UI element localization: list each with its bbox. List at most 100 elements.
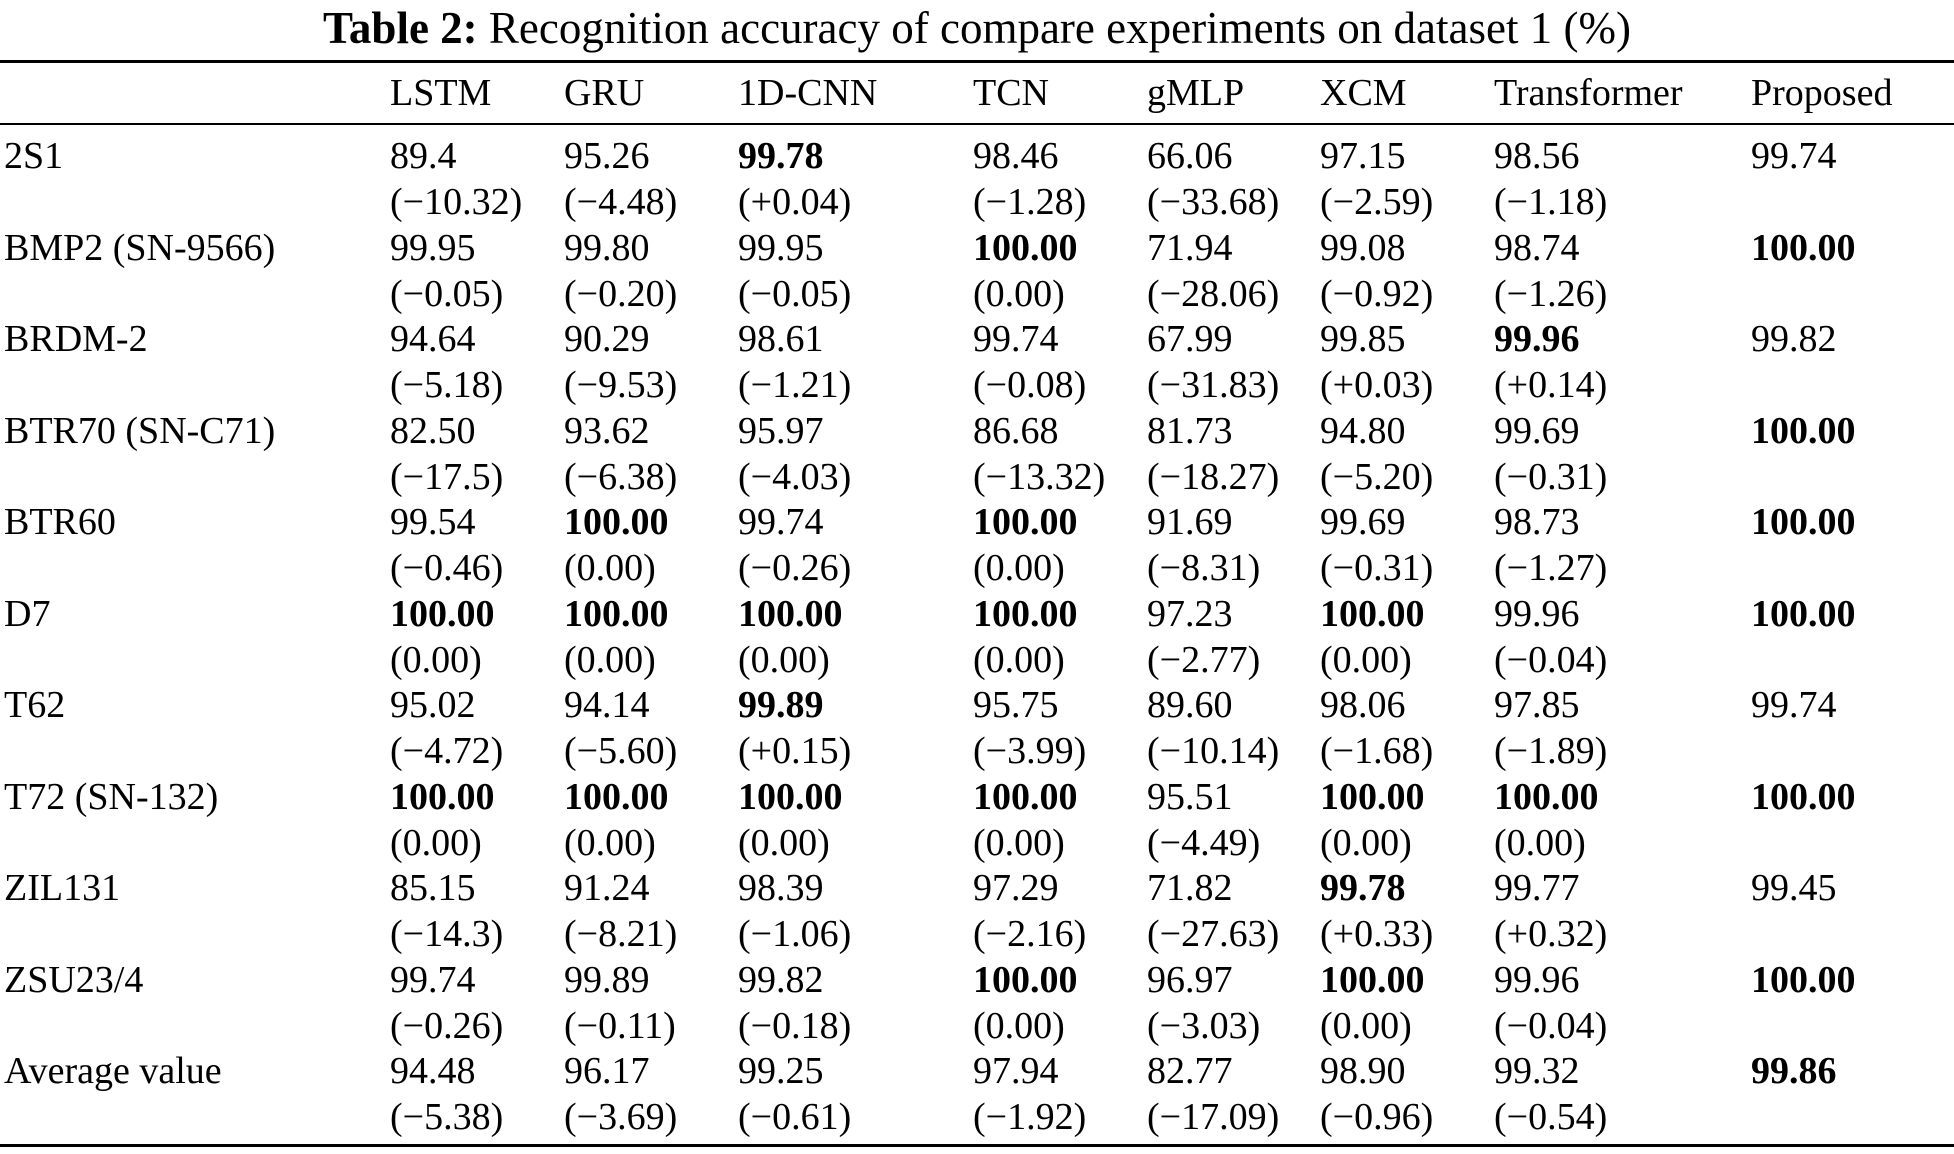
accuracy-value: 100.00: [973, 226, 1078, 269]
column-header: 1D-CNN: [738, 72, 878, 114]
accuracy-difference: (−2.16): [973, 913, 1087, 955]
accuracy-value: 99.74: [390, 958, 476, 1001]
accuracy-value: 99.08: [1320, 226, 1406, 269]
accuracy-value: 98.39: [738, 867, 824, 909]
caption-text: Recognition accuracy of compare experime…: [488, 3, 1631, 53]
accuracy-value: 98.73: [1494, 501, 1580, 543]
accuracy-value: 99.74: [1751, 684, 1837, 726]
accuracy-value: 95.26: [564, 135, 650, 177]
accuracy-value: 100.00: [738, 775, 843, 818]
accuracy-value: 98.56: [1494, 135, 1580, 177]
accuracy-value: 99.45: [1751, 867, 1837, 909]
accuracy-difference: (0.00): [390, 638, 482, 681]
accuracy-difference: (−0.05): [738, 272, 852, 315]
accuracy-value: 95.02: [390, 684, 476, 726]
accuracy-difference: (−5.38): [390, 1096, 504, 1138]
accuracy-value: 100.00: [973, 775, 1078, 818]
accuracy-value: 99.69: [1320, 501, 1406, 543]
accuracy-difference: (−3.03): [1147, 1004, 1261, 1047]
accuracy-difference: (−31.83): [1147, 364, 1280, 406]
accuracy-value: 98.06: [1320, 684, 1406, 726]
accuracy-value: 99.78: [1320, 867, 1406, 909]
accuracy-value: 99.96: [1494, 958, 1580, 1001]
accuracy-value: 100.00: [973, 958, 1078, 1001]
accuracy-difference: (−0.04): [1494, 1004, 1608, 1047]
accuracy-value: 99.82: [1751, 318, 1837, 360]
accuracy-value: 97.85: [1494, 684, 1580, 726]
accuracy-value: 100.00: [1320, 592, 1425, 635]
accuracy-value: 99.95: [738, 226, 824, 269]
row-label: T62: [4, 684, 66, 726]
accuracy-value: 100.00: [1751, 226, 1856, 269]
accuracy-value: 96.97: [1147, 958, 1233, 1001]
header-rule: [0, 123, 1954, 125]
accuracy-difference: (−5.20): [1320, 455, 1434, 498]
accuracy-difference: (−4.03): [738, 455, 852, 498]
accuracy-difference: (0.00): [564, 821, 656, 864]
accuracy-difference: (−2.59): [1320, 181, 1434, 223]
row-label: BRDM-2: [4, 318, 148, 360]
accuracy-value: 100.00: [564, 592, 669, 635]
accuracy-difference: (−1.21): [738, 364, 852, 406]
accuracy-difference: (−2.77): [1147, 638, 1261, 681]
table-row: D7 100.00 (0.00) 100.00 (0.00) 100.00 (0.00) 10…: [0, 592, 1954, 684]
accuracy-difference: (+0.32): [1494, 913, 1608, 955]
table-row: BRDM-2 94.64 (−5.18) 90.29 (−9.53) 98.61 (−1.2…: [0, 317, 1954, 409]
accuracy-difference: (−1.89): [1494, 730, 1608, 772]
accuracy-difference: (−10.14): [1147, 730, 1280, 772]
accuracy-difference: (−1.26): [1494, 272, 1608, 315]
table-row: T72 (SN-132) 100.00 (0.00) 100.00 (0.00) 100.…: [0, 775, 1954, 867]
accuracy-difference: (−9.53): [564, 364, 678, 406]
accuracy-value: 99.32: [1494, 1050, 1580, 1092]
accuracy-difference: (0.00): [973, 821, 1065, 864]
accuracy-value: 71.82: [1147, 867, 1233, 909]
accuracy-value: 99.89: [564, 958, 650, 1001]
accuracy-difference: (0.00): [564, 638, 656, 681]
column-header: TCN: [973, 72, 1049, 114]
accuracy-difference: (−8.21): [564, 913, 678, 955]
table-header-row: LSTM GRU 1D-CNN TCN gMLP XCM Transformer…: [0, 64, 1954, 122]
top-rule: [0, 60, 1954, 63]
accuracy-difference: (0.00): [973, 638, 1065, 681]
accuracy-value: 99.54: [390, 501, 476, 543]
accuracy-difference: (−18.27): [1147, 455, 1280, 498]
accuracy-value: 99.89: [738, 684, 824, 726]
accuracy-difference: (0.00): [564, 547, 656, 589]
accuracy-value: 94.48: [390, 1050, 476, 1092]
accuracy-difference: (−0.08): [973, 364, 1087, 406]
accuracy-difference: (−13.32): [973, 455, 1106, 498]
accuracy-difference: (−3.69): [564, 1096, 678, 1138]
accuracy-value: 100.00: [973, 592, 1078, 635]
accuracy-difference: (−4.49): [1147, 821, 1261, 864]
row-label: BTR70 (SN-C71): [4, 409, 276, 452]
accuracy-difference: (−27.63): [1147, 913, 1280, 955]
column-header: GRU: [564, 72, 645, 114]
column-header: XCM: [1320, 72, 1407, 114]
accuracy-difference: (−5.60): [564, 730, 678, 772]
column-header: LSTM: [390, 72, 492, 114]
accuracy-difference: (−8.31): [1147, 547, 1261, 589]
accuracy-difference: (−0.46): [390, 547, 504, 589]
accuracy-value: 94.14: [564, 684, 650, 726]
accuracy-value: 100.00: [1751, 958, 1856, 1001]
accuracy-value: 97.29: [973, 867, 1059, 909]
accuracy-value: 71.94: [1147, 226, 1233, 269]
accuracy-value: 99.86: [1751, 1050, 1837, 1092]
accuracy-difference: (−4.48): [564, 181, 678, 223]
accuracy-value: 100.00: [564, 775, 669, 818]
table-row: Average value 94.48 (−5.38) 96.17 (−3.69) 99.…: [0, 1049, 1954, 1141]
accuracy-difference: (−0.20): [564, 272, 678, 315]
table-row: ZIL131 85.15 (−14.3) 91.24 (−8.21) 98.39 (−1.0…: [0, 866, 1954, 958]
accuracy-value: 67.99: [1147, 318, 1233, 360]
row-label: ZIL131: [4, 867, 121, 909]
row-label: D7: [4, 592, 51, 635]
accuracy-difference: (−0.26): [390, 1004, 504, 1047]
accuracy-value: 91.24: [564, 867, 650, 909]
accuracy-difference: (−0.31): [1320, 547, 1434, 589]
accuracy-value: 94.64: [390, 318, 476, 360]
accuracy-value: 99.82: [738, 958, 824, 1001]
accuracy-difference: (0.00): [390, 821, 482, 864]
accuracy-difference: (−5.18): [390, 364, 504, 406]
accuracy-value: 95.75: [973, 684, 1059, 726]
accuracy-value: 93.62: [564, 409, 650, 452]
